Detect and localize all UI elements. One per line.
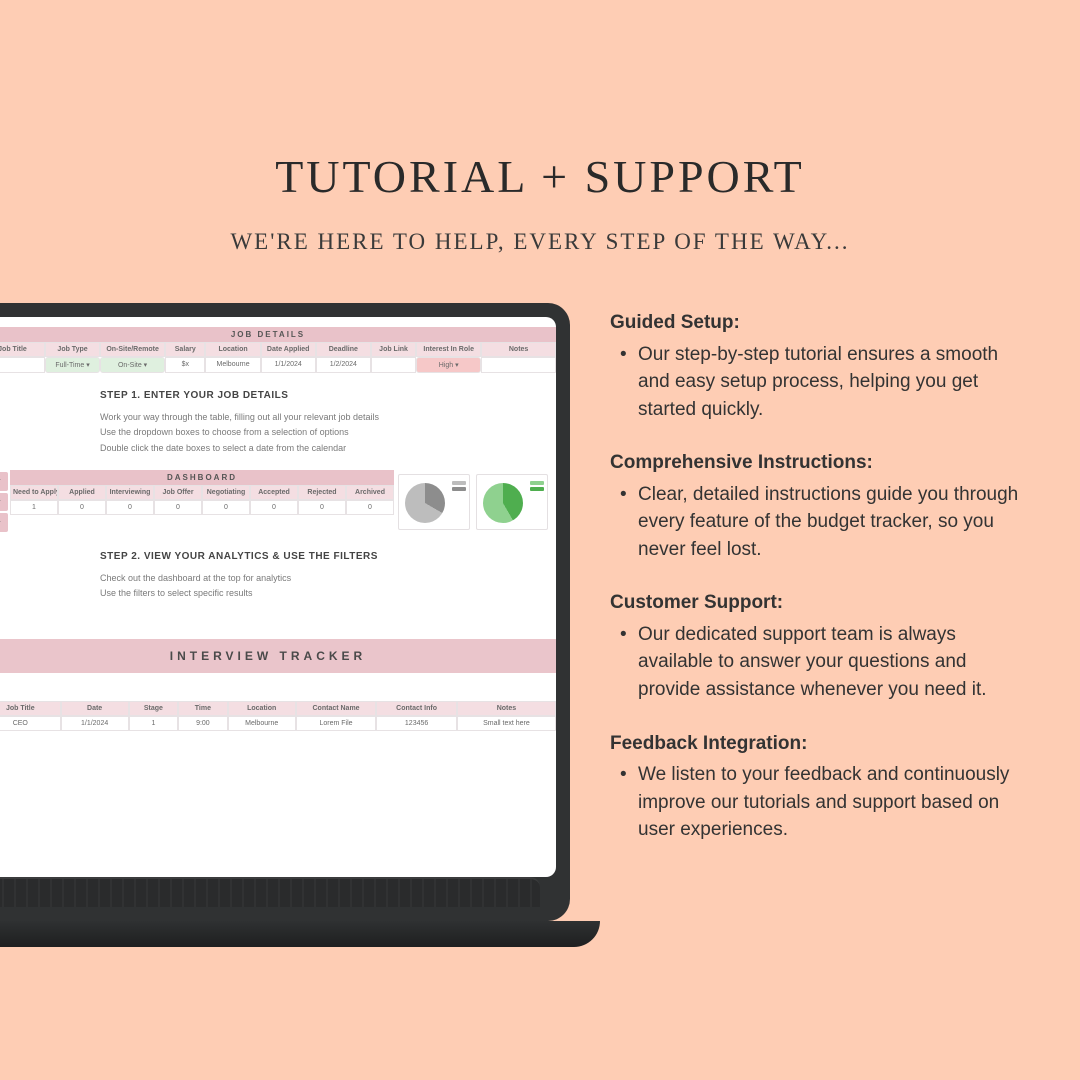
table-cell: Time <box>178 701 227 716</box>
page-subtitle: WE'RE HERE TO HELP, EVERY STEP OF THE WA… <box>0 203 1080 255</box>
feature-body: We listen to your feedback and continuou… <box>610 761 1030 844</box>
feature-title: Feedback Integration: <box>610 730 1030 758</box>
table-cell: Location <box>205 342 260 357</box>
step2-line: Check out the dashboard at the top for a… <box>100 571 556 586</box>
pie-chart-1 <box>398 474 470 530</box>
table-cell: 123456 <box>376 716 457 731</box>
table-cell: Rejected <box>298 485 346 500</box>
feature-list: Guided Setup: Our step-by-step tutorial … <box>570 303 1080 870</box>
table-cell: Contact Name <box>296 701 377 716</box>
table-cell: Accepted <box>250 485 298 500</box>
table-cell: On-Site/Remote <box>100 342 165 357</box>
table-cell: Date <box>61 701 129 716</box>
feature-body: Our step-by-step tutorial ensures a smoo… <box>610 341 1030 424</box>
table-cell: 0 <box>298 500 346 515</box>
feature-title: Guided Setup: <box>610 309 1030 337</box>
step1-block: STEP 1. ENTER YOUR JOB DETAILS Work your… <box>0 373 556 470</box>
table-cell: Melbourne <box>228 716 296 731</box>
feature-title: Customer Support: <box>610 589 1030 617</box>
table-cell <box>371 357 416 373</box>
feature-guided-setup: Guided Setup: Our step-by-step tutorial … <box>610 309 1030 423</box>
table-cell: Salary <box>165 342 205 357</box>
table-cell: 0 <box>154 500 202 515</box>
table-cell: Lorem File <box>296 716 377 731</box>
table-cell: Full-Time ▾ <box>45 357 100 373</box>
table-cell: $x <box>165 357 205 373</box>
feature-support: Customer Support: Our dedicated support … <box>610 589 1030 703</box>
step2-title: STEP 2. VIEW YOUR ANALYTICS & USE THE FI… <box>100 548 556 565</box>
pie-chart-2 <box>476 474 548 530</box>
page-title: TUTORIAL + SUPPORT <box>0 0 1080 203</box>
table-cell <box>481 357 556 373</box>
table-cell: Applied <box>58 485 106 500</box>
laptop-base <box>0 921 600 947</box>
table-cell: 0 <box>202 500 250 515</box>
table-cell: 1/1/2024 <box>61 716 129 731</box>
interview-tracker-band: INTERVIEW TRACKER <box>0 639 556 673</box>
step1-line: Double click the date boxes to select a … <box>100 441 556 456</box>
table-cell: 0 <box>250 500 298 515</box>
table-cell: Negotiating <box>202 485 250 500</box>
table-cell: Contact Info <box>376 701 457 716</box>
laptop-keyboard <box>0 877 540 907</box>
mini-tab[interactable]: 27 + <box>0 472 8 491</box>
step1-title: STEP 1. ENTER YOUR JOB DETAILS <box>100 387 556 404</box>
table-cell: 1/1/2024 <box>261 357 316 373</box>
table-cell <box>0 357 45 373</box>
table-cell: Deadline <box>316 342 371 357</box>
mini-tab[interactable]: 28 + <box>0 493 8 512</box>
table-cell: Small text here <box>457 716 556 731</box>
table-cell: CEO <box>0 716 61 731</box>
dashboard-band: DASHBOARD <box>10 470 394 485</box>
table-cell: Location <box>228 701 296 716</box>
table-cell: Job Offer <box>154 485 202 500</box>
table-cell: On-Site ▾ <box>100 357 165 373</box>
table-cell: Date Applied <box>261 342 316 357</box>
feature-feedback: Feedback Integration: We listen to your … <box>610 730 1030 844</box>
table-cell: 0 <box>346 500 394 515</box>
job-details-band: JOB DETAILS <box>0 327 556 342</box>
table-cell: Interviewing <box>106 485 154 500</box>
table-cell: Stage <box>129 701 178 716</box>
step2-block: STEP 2. VIEW YOUR ANALYTICS & USE THE FI… <box>0 534 556 616</box>
table-cell: 1 <box>129 716 178 731</box>
table-cell: 1/2/2024 <box>316 357 371 373</box>
mini-tab[interactable]: 29 + <box>0 513 8 532</box>
table-cell: 9:00 <box>178 716 227 731</box>
table-cell: Melbourne <box>205 357 260 373</box>
feature-body: Clear, detailed instructions guide you t… <box>610 481 1030 564</box>
table-cell: Job Title <box>0 342 45 357</box>
table-cell: Archived <box>346 485 394 500</box>
table-cell: Interest In Role <box>416 342 481 357</box>
feature-body: Our dedicated support team is always ava… <box>610 621 1030 704</box>
table-cell: Notes <box>481 342 556 357</box>
table-cell: Job Link <box>371 342 416 357</box>
table-cell: High ▾ <box>416 357 481 373</box>
feature-title: Comprehensive Instructions: <box>610 449 1030 477</box>
table-cell: 1 <box>10 500 58 515</box>
table-cell: Job Title <box>0 701 61 716</box>
step1-line: Use the dropdown boxes to choose from a … <box>100 425 556 440</box>
feature-instructions: Comprehensive Instructions: Clear, detai… <box>610 449 1030 563</box>
step2-line: Use the filters to select specific resul… <box>100 586 556 601</box>
table-cell: Job Type <box>45 342 100 357</box>
laptop-mockup: JOB DETAILS Job TitleJob TypeOn-Site/Rem… <box>0 303 570 947</box>
step1-line: Work your way through the table, filling… <box>100 410 556 425</box>
table-cell: Notes <box>457 701 556 716</box>
table-cell: 0 <box>106 500 154 515</box>
table-cell: 0 <box>58 500 106 515</box>
table-cell: Need to Apply <box>10 485 58 500</box>
